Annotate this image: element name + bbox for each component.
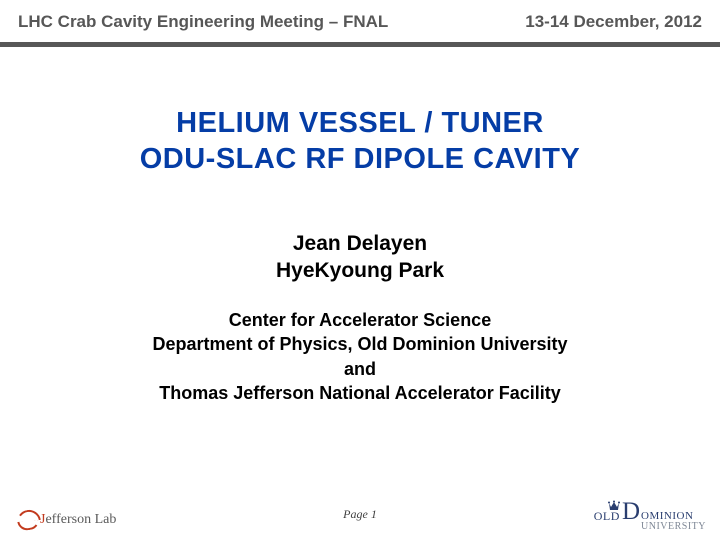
title-block: HELIUM VESSEL / TUNER ODU-SLAC RF DIPOLE… — [0, 105, 720, 178]
page-number: Page 1 — [343, 507, 377, 522]
authors-block: Jean Delayen HyeKyoung Park — [0, 230, 720, 285]
affil-line-4: Thomas Jefferson National Accelerator Fa… — [0, 381, 720, 405]
slide-footer: Jefferson Lab Page 1 OLD D OMINION — [0, 490, 720, 540]
title-line-1: HELIUM VESSEL / TUNER — [0, 105, 720, 141]
jlab-swoosh-icon — [16, 510, 38, 530]
jlab-text: Jefferson Lab — [40, 512, 116, 528]
meeting-date: 13-14 December, 2012 — [525, 12, 702, 32]
affil-line-3: and — [0, 357, 720, 381]
affil-line-2: Department of Physics, Old Dominion Univ… — [0, 332, 720, 356]
affiliation-block: Center for Accelerator Science Departmen… — [0, 308, 720, 405]
odu-side: OMINION UNIVERSITY — [641, 511, 706, 532]
author-1: Jean Delayen — [0, 230, 720, 257]
odu-university: UNIVERSITY — [641, 522, 706, 532]
affil-line-1: Center for Accelerator Science — [0, 308, 720, 332]
meeting-name: LHC Crab Cavity Engineering Meeting – FN… — [18, 12, 388, 32]
odu-old: OLD — [594, 511, 620, 522]
title-line-2: ODU-SLAC RF DIPOLE CAVITY — [0, 141, 720, 177]
odu-text-block: OLD D OMINION UNIVERSITY — [594, 500, 706, 532]
odu-row: D OMINION UNIVERSITY — [622, 500, 706, 532]
odu-d: D — [622, 500, 640, 524]
header-divider — [0, 42, 720, 47]
jlab-logo: Jefferson Lab — [16, 510, 116, 530]
slide-header: LHC Crab Cavity Engineering Meeting – FN… — [0, 0, 720, 42]
jlab-rest: efferson Lab — [45, 512, 116, 527]
author-2: HyeKyoung Park — [0, 257, 720, 284]
odu-logo: OLD D OMINION UNIVERSITY — [594, 500, 706, 532]
